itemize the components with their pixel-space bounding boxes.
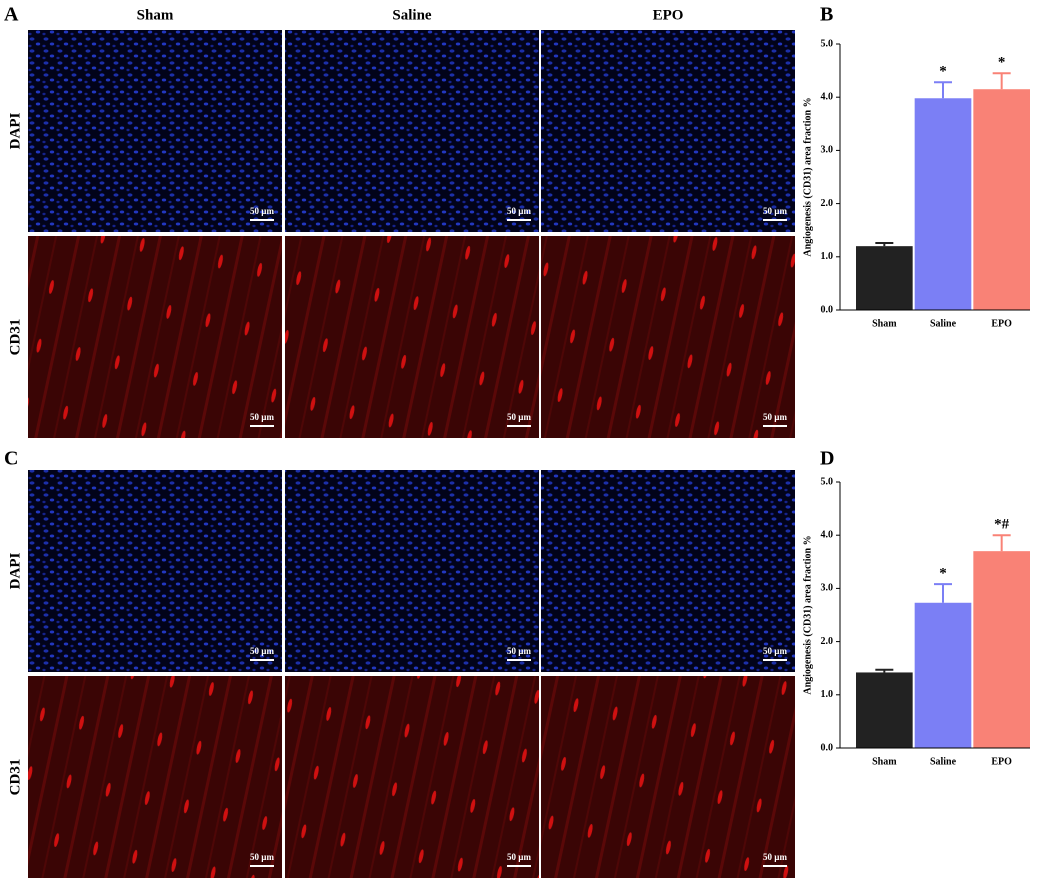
scale-bar-label: 50 µm: [763, 852, 787, 862]
y-axis-label: Angiogenesis (CD31) area fraction %: [802, 97, 813, 256]
y-tick-label: 3.0: [821, 145, 834, 156]
bar: [914, 602, 972, 748]
micrograph: [541, 236, 795, 438]
column-label: Sham: [137, 7, 174, 23]
row-label: DAPI: [7, 553, 23, 590]
bar: [856, 672, 913, 748]
micrograph: [285, 470, 539, 672]
x-tick-label: Saline: [930, 756, 957, 767]
significance-mark: *: [998, 55, 1006, 71]
x-tick-label: Sham: [872, 318, 897, 329]
column-label: Saline: [392, 7, 432, 23]
panel-label: B: [820, 4, 833, 26]
scale-bar-label: 50 µm: [507, 412, 531, 422]
column-label: EPO: [653, 7, 684, 23]
scale-bar-label: 50 µm: [763, 206, 787, 216]
bar: [973, 551, 1030, 748]
panel-label: C: [4, 448, 18, 470]
y-tick-label: 4.0: [821, 529, 834, 540]
micrograph: [285, 676, 539, 878]
y-tick-label: 5.0: [821, 38, 834, 49]
significance-mark: *: [939, 566, 947, 582]
micrograph: [541, 676, 795, 878]
panel-label: D: [820, 448, 834, 470]
micrograph: [28, 30, 282, 232]
y-tick-label: 1.0: [821, 251, 834, 262]
y-tick-label: 3.0: [821, 583, 834, 594]
panel-label: A: [4, 4, 19, 26]
y-tick-label: 0.0: [821, 304, 834, 315]
scale-bar-label: 50 µm: [763, 646, 787, 656]
y-axis-label: Angiogenesis (CD31) area fraction %: [802, 535, 813, 694]
micrograph: [541, 30, 795, 232]
x-tick-label: Sham: [872, 756, 897, 767]
micrograph: [28, 470, 282, 672]
y-tick-label: 1.0: [821, 689, 834, 700]
scale-bar-label: 50 µm: [250, 206, 274, 216]
x-tick-label: EPO: [991, 318, 1012, 329]
scale-bar-label: 50 µm: [507, 206, 531, 216]
y-tick-label: 4.0: [821, 91, 834, 102]
scale-bar-label: 50 µm: [250, 852, 274, 862]
bar: [914, 98, 972, 310]
row-label: CD31: [7, 319, 23, 356]
x-tick-label: EPO: [991, 756, 1012, 767]
row-label: CD31: [7, 759, 23, 796]
significance-mark: *: [939, 64, 947, 80]
micrograph: [541, 470, 795, 672]
micrograph: [28, 236, 282, 438]
scale-bar-label: 50 µm: [250, 412, 274, 422]
significance-mark: *#: [994, 517, 1010, 533]
micrograph: [285, 30, 539, 232]
x-tick-label: Saline: [930, 318, 957, 329]
bar: [856, 246, 913, 310]
scale-bar-label: 50 µm: [507, 646, 531, 656]
scale-bar-label: 50 µm: [507, 852, 531, 862]
scale-bar-label: 50 µm: [763, 412, 787, 422]
y-tick-label: 2.0: [821, 636, 834, 647]
y-tick-label: 0.0: [821, 742, 834, 753]
bar: [973, 89, 1030, 310]
row-label: DAPI: [7, 113, 23, 150]
micrograph: [28, 676, 282, 878]
y-tick-label: 2.0: [821, 198, 834, 209]
micrograph: [285, 236, 539, 438]
scale-bar-label: 50 µm: [250, 646, 274, 656]
y-tick-label: 5.0: [821, 476, 834, 487]
